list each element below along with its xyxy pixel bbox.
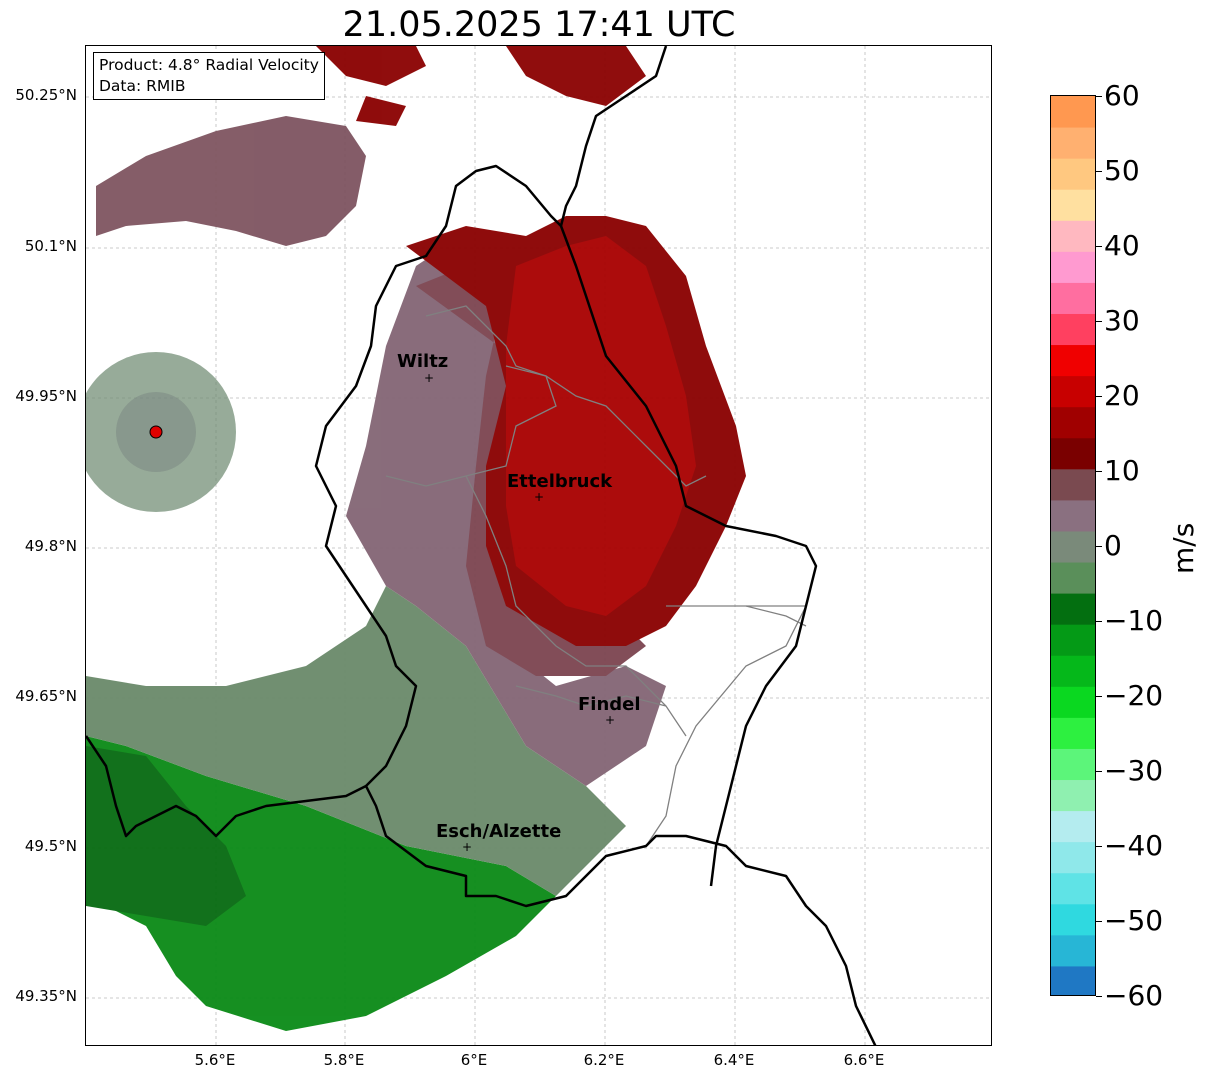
lat-tick: 50.25°N — [15, 86, 77, 104]
colorbar-band — [1051, 655, 1095, 687]
colorbar-band — [1051, 468, 1095, 501]
echo-brown — [416, 266, 646, 676]
colorbar-tick-label: −40 — [1104, 829, 1164, 862]
city-label-esch-alzette: Esch/Alzette — [436, 821, 562, 842]
echo-mauve — [346, 246, 666, 786]
colorbar-tick-label: 40 — [1104, 229, 1140, 262]
colorbar-band — [1051, 127, 1095, 159]
colorbar-band — [1051, 375, 1095, 408]
colorbar-band — [1051, 344, 1095, 377]
lon-tick: 6.2°E — [583, 1051, 625, 1069]
colorbar-tick-label: 0 — [1104, 529, 1122, 562]
product-info-box: Product: 4.8° Radial Velocity Data: RMIB — [93, 52, 325, 100]
colorbar-band — [1051, 562, 1095, 594]
colorbar-band — [1051, 841, 1095, 874]
colorbar-band — [1051, 437, 1095, 470]
echo-darkgreen — [86, 746, 246, 926]
colorbar-tick-mark — [1096, 771, 1102, 772]
echo-green-southwest — [86, 736, 556, 1031]
echo-grey-green — [86, 586, 626, 896]
colorbar-tick-mark — [1096, 321, 1102, 322]
city-marker-icon: + — [423, 371, 435, 385]
colorbar-tick-mark — [1096, 546, 1102, 547]
colorbar-band — [1051, 686, 1095, 718]
lat-tick: 49.5°N — [24, 837, 77, 855]
lat-tick: 49.65°N — [15, 687, 77, 705]
colorbar-band — [1051, 158, 1095, 190]
product-label: Product: 4.8° Radial Velocity — [99, 56, 319, 74]
velocity-colorbar — [1050, 95, 1096, 996]
colorbar-band — [1051, 934, 1095, 967]
lon-tick: 5.6°E — [194, 1051, 236, 1069]
colorbar-band — [1051, 406, 1095, 439]
colorbar-band — [1051, 593, 1095, 625]
colorbar-tick-label: 50 — [1104, 154, 1140, 187]
echo-north-red — [316, 46, 646, 126]
colorbar-band — [1051, 748, 1095, 781]
lat-tick: 49.8°N — [24, 537, 77, 555]
colorbar-tick-mark — [1096, 171, 1102, 172]
colorbar-band — [1051, 810, 1095, 843]
lon-tick: 6.4°E — [713, 1051, 755, 1069]
lon-tick: 6.6°E — [843, 1051, 885, 1069]
lat-tick: 49.35°N — [15, 987, 77, 1005]
map-title: 21.05.2025 17:41 UTC — [342, 5, 736, 45]
colorbar-tick-label: −10 — [1104, 604, 1164, 637]
colorbar-band — [1051, 624, 1095, 656]
colorbar-tick-mark — [1096, 996, 1102, 997]
colorbar-band — [1051, 220, 1095, 252]
colorbar-band — [1051, 189, 1095, 221]
colorbar-tick-label: −30 — [1104, 754, 1164, 787]
city-label-ettelbruck: Ettelbruck — [507, 471, 613, 492]
city-label-findel: Findel — [578, 694, 641, 715]
colorbar-band — [1051, 313, 1095, 346]
data-source-label: Data: RMIB — [99, 77, 186, 95]
radar-map[interactable] — [85, 45, 992, 1046]
lon-tick: 6°E — [460, 1051, 488, 1069]
colorbar-tick-mark — [1096, 471, 1102, 472]
city-marker-icon: + — [604, 713, 616, 727]
colorbar-band — [1051, 96, 1095, 128]
colorbar-tick-label: −60 — [1104, 979, 1164, 1012]
echo-red — [506, 236, 696, 616]
radar-site-marker — [149, 425, 163, 439]
colorbar-tick-mark — [1096, 396, 1102, 397]
colorbar-band — [1051, 903, 1095, 936]
velocity-echoes — [86, 46, 746, 1031]
colorbar-band — [1051, 717, 1095, 749]
colorbar-tick-label: 10 — [1104, 454, 1140, 487]
echo-northwest-arc — [96, 116, 366, 246]
city-marker-icon: + — [461, 840, 473, 854]
colorbar-band — [1051, 779, 1095, 812]
colorbar-tick-mark — [1096, 846, 1102, 847]
colorbar-tick-label: 30 — [1104, 304, 1140, 337]
lon-tick: 5.8°E — [323, 1051, 365, 1069]
city-marker-icon: + — [533, 490, 545, 504]
district-borders — [385, 305, 808, 847]
colorbar-band — [1051, 872, 1095, 905]
colorbar-tick-label: 20 — [1104, 379, 1140, 412]
radar-map-canvas — [86, 46, 991, 1045]
colorbar-tick-label: −20 — [1104, 679, 1164, 712]
colorbar-tick-label: −50 — [1104, 904, 1164, 937]
colorbar-tick-mark — [1096, 696, 1102, 697]
colorbar-unit-label: m/s — [1167, 522, 1200, 574]
city-label-wiltz: Wiltz — [397, 351, 449, 372]
lat-tick: 50.1°N — [24, 237, 77, 255]
colorbar-band — [1051, 499, 1095, 532]
colorbar-tick-mark — [1096, 96, 1102, 97]
colorbar-band — [1051, 530, 1095, 563]
colorbar-tick-mark — [1096, 246, 1102, 247]
lat-tick: 49.95°N — [15, 387, 77, 405]
colorbar-tick-label: 60 — [1104, 79, 1140, 112]
colorbar-tick-mark — [1096, 921, 1102, 922]
colorbar-band — [1051, 251, 1095, 283]
colorbar-band — [1051, 965, 1095, 995]
national-borders — [86, 46, 877, 1045]
colorbar-tick-mark — [1096, 621, 1102, 622]
colorbar-band — [1051, 282, 1095, 314]
